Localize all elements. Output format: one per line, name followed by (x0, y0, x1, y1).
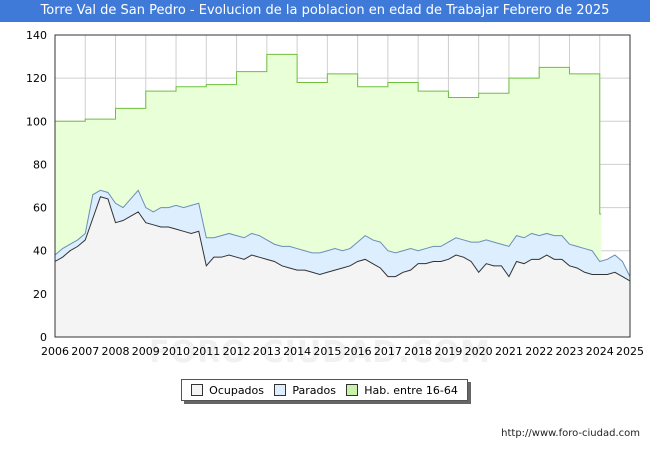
x-tick-label: 2010 (162, 345, 190, 358)
x-tick-label: 2023 (555, 345, 583, 358)
x-tick-label: 2009 (132, 345, 160, 358)
y-tick-label: 40 (33, 245, 47, 258)
source-url[interactable]: http://www.foro-ciudad.com (501, 428, 640, 439)
x-tick-label: 2012 (223, 345, 251, 358)
legend-label-ocupados: Ocupados (209, 383, 265, 397)
y-tick-label: 20 (33, 288, 47, 301)
legend-label-parados: Parados (292, 383, 336, 397)
y-tick-label: 140 (26, 29, 47, 42)
x-tick-label: 2021 (495, 345, 523, 358)
x-tick-label: 2017 (374, 345, 402, 358)
x-tick-label: 2020 (465, 345, 493, 358)
x-tick-label: 2019 (434, 345, 462, 358)
y-tick-label: 120 (26, 72, 47, 85)
chart-title: Torre Val de San Pedro - Evolucion de la… (0, 0, 650, 22)
series-hab-line (55, 53, 602, 215)
x-tick-label: 2022 (525, 345, 553, 358)
series-parados-line (54, 189, 631, 277)
plot-frame (54, 34, 631, 338)
x-tick-label: 2016 (344, 345, 372, 358)
y-tick-label: 60 (33, 202, 47, 215)
x-tick-label: 2015 (313, 345, 341, 358)
y-tick-label: 0 (40, 331, 47, 344)
x-tick-label: 2013 (253, 345, 281, 358)
legend: Ocupados Parados Hab. entre 16-64 (181, 379, 468, 401)
legend-item-parados: Parados (274, 384, 336, 397)
x-tick-label: 2025 (616, 345, 644, 358)
x-tick-label: 2006 (41, 345, 69, 358)
series-ocupados-line (54, 196, 631, 282)
x-tick-label: 2008 (102, 345, 130, 358)
watermark: FORO-CIUDAD.COM (149, 335, 491, 370)
x-tick-label: 2011 (192, 345, 220, 358)
x-tick-label: 2007 (71, 345, 99, 358)
legend-swatch-ocupados (191, 384, 204, 396)
legend-item-hab: Hab. entre 16-64 (346, 384, 458, 397)
y-tick-label: 100 (26, 115, 47, 128)
legend-swatch-hab (346, 384, 359, 396)
legend-label-hab: Hab. entre 16-64 (364, 383, 458, 397)
x-tick-label: 2014 (283, 345, 311, 358)
legend-item-ocupados: Ocupados (191, 384, 264, 397)
x-tick-label: 2024 (586, 345, 614, 358)
y-tick-label: 80 (33, 158, 47, 171)
x-tick-label: 2018 (404, 345, 432, 358)
legend-swatch-parados (274, 384, 287, 396)
